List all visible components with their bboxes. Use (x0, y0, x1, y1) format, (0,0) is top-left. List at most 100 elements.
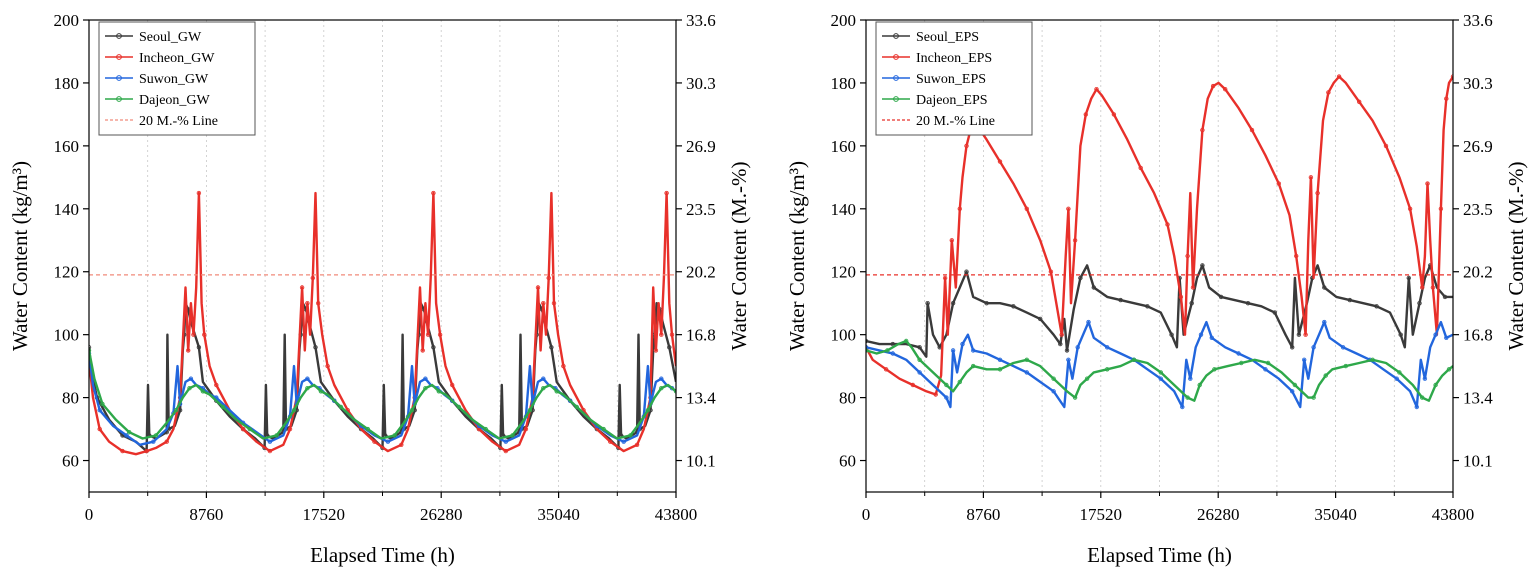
data-point (291, 408, 297, 413)
data-point (1425, 181, 1430, 186)
data-point (1209, 335, 1214, 340)
data-point (1289, 389, 1295, 394)
data-point (423, 386, 428, 391)
data-point (1311, 345, 1316, 350)
data-point (1433, 332, 1438, 337)
data-point (1145, 304, 1150, 309)
legend-label: Dajeon_EPS (916, 93, 988, 108)
data-point (1265, 360, 1271, 366)
series-line-dajeon-gw (89, 350, 676, 440)
data-point (1094, 86, 1099, 92)
series-line-dajeon-eps (866, 339, 1453, 402)
data-point (1078, 275, 1083, 281)
data-point (1433, 382, 1438, 388)
y-tick-label-left: 60 (839, 452, 856, 471)
data-point (188, 376, 194, 381)
data-point (1394, 376, 1399, 381)
legend-label: 20 M.-% Line (916, 114, 995, 129)
data-point (1086, 319, 1091, 325)
data-point (1200, 127, 1205, 133)
data-point (1289, 345, 1295, 350)
y-tick-label-left: 200 (831, 11, 857, 30)
chart-panel-1: 0 8760 17520 26280 35040 43800 60 80 100 120 140 16… (8, 11, 751, 567)
data-point (885, 348, 890, 353)
data-point (305, 301, 310, 306)
data-point (267, 439, 273, 444)
data-point (220, 404, 226, 410)
data-point (1024, 206, 1029, 211)
data-point (399, 442, 404, 447)
data-point (450, 382, 455, 388)
data-point (89, 348, 92, 353)
data-point (1417, 301, 1422, 306)
data-point (431, 190, 436, 196)
data-point (1198, 332, 1204, 337)
data-point (669, 332, 675, 337)
data-point (1308, 175, 1314, 180)
data-point (883, 367, 889, 372)
data-point (1236, 351, 1241, 356)
y-tick-label-right: 23.5 (686, 200, 716, 219)
data-point (305, 386, 310, 391)
data-point (503, 448, 508, 454)
data-point (950, 301, 956, 306)
data-point (659, 386, 664, 391)
data-point (1444, 335, 1449, 340)
x-tick-label: 0 (85, 505, 94, 524)
data-point (1104, 345, 1110, 350)
y-tick-label-left: 120 (54, 263, 80, 282)
data-point (1083, 112, 1088, 117)
data-point (1072, 238, 1078, 243)
y-tick-label-right: 33.6 (1463, 11, 1493, 30)
x-tick-label: 17520 (303, 505, 346, 524)
data-point (1091, 285, 1096, 290)
data-point (1422, 376, 1428, 381)
data-point (173, 408, 179, 413)
data-point (1037, 316, 1043, 322)
x-axis-title: Elapsed Time (h) (310, 543, 455, 567)
data-point (549, 345, 554, 350)
data-point (97, 426, 102, 432)
data-point (240, 426, 246, 432)
data-point (1104, 367, 1110, 372)
data-point (247, 426, 252, 432)
y-tick-label-right: 30.3 (1463, 74, 1493, 93)
data-point (1075, 345, 1080, 350)
data-point (431, 345, 436, 350)
data-point (365, 426, 370, 432)
data-point (1343, 363, 1348, 369)
data-point (1397, 370, 1402, 375)
data-point (425, 332, 431, 337)
data-point (608, 439, 613, 444)
data-point (144, 448, 149, 454)
data-point (1311, 395, 1316, 400)
y-tick-label-left: 140 (54, 200, 80, 219)
data-point (1169, 332, 1174, 337)
legend-marker (116, 96, 122, 102)
data-point (1185, 395, 1190, 400)
data-point (313, 345, 318, 350)
data-point (997, 367, 1003, 372)
data-point (1210, 83, 1216, 89)
y-tick-label-left: 180 (54, 74, 80, 93)
data-point (200, 389, 206, 394)
x-tick-label: 0 (862, 505, 871, 524)
data-point (1406, 275, 1411, 281)
data-point (385, 439, 391, 444)
y-tick-label-left: 200 (54, 11, 80, 30)
y-axis-title-left: Water Content (kg/m³) (785, 161, 809, 351)
data-point (1336, 74, 1342, 79)
data-point (964, 143, 969, 149)
data-point (1011, 304, 1016, 309)
data-point (634, 442, 640, 447)
data-point (420, 348, 425, 353)
data-point (126, 430, 132, 435)
data-point (1190, 285, 1196, 290)
data-point (1374, 304, 1379, 309)
data-point (942, 275, 948, 281)
y-tick-label-right: 23.5 (1463, 200, 1493, 219)
data-point (1296, 332, 1302, 337)
data-point (1058, 341, 1063, 347)
data-point (1048, 269, 1054, 274)
data-point (1158, 370, 1163, 375)
